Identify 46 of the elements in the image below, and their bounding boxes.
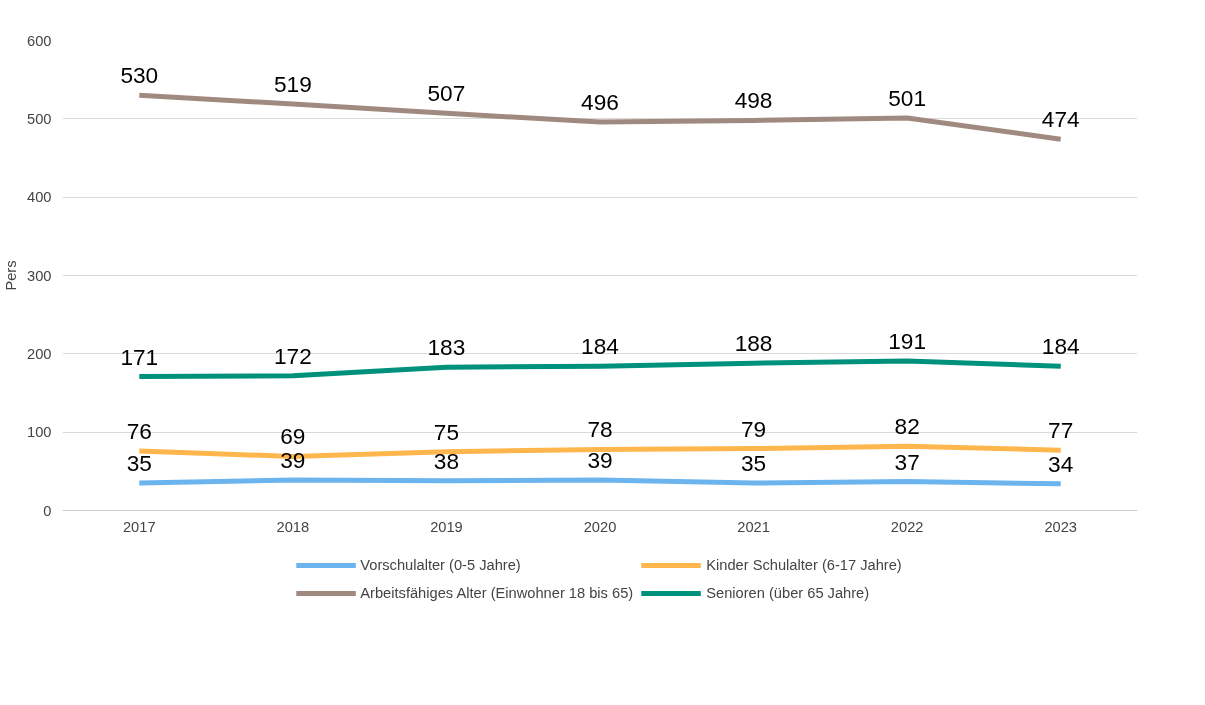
data-label: 75 bbox=[433, 418, 460, 445]
data-label: 34 bbox=[1048, 450, 1074, 477]
data-label: 188 bbox=[734, 330, 773, 357]
y-tick-label: 100 bbox=[27, 424, 52, 441]
x-tick-label: 2019 bbox=[430, 518, 463, 535]
y-tick-label: 500 bbox=[27, 110, 52, 127]
data-label: 37 bbox=[894, 448, 920, 475]
data-label: 519 bbox=[273, 70, 312, 97]
legend-label: Vorschulalter (0-5 Jahre) bbox=[360, 557, 521, 573]
x-tick-label: 2023 bbox=[1044, 518, 1078, 535]
data-label: 496 bbox=[581, 88, 619, 115]
data-label: 77 bbox=[1048, 417, 1074, 444]
data-label: 39 bbox=[587, 446, 613, 473]
data-label: 38 bbox=[433, 447, 460, 474]
legend-label: Kinder Schulalter (6-17 Jahre) bbox=[706, 557, 902, 573]
data-label: 76 bbox=[126, 417, 152, 444]
x-tick-label: 2017 bbox=[122, 518, 156, 535]
x-tick-label: 2020 bbox=[583, 518, 617, 535]
y-axis-title: Pers bbox=[3, 260, 20, 291]
data-label: 78 bbox=[587, 416, 613, 443]
y-tick-label: 400 bbox=[27, 189, 52, 206]
y-tick-label: 300 bbox=[27, 267, 52, 284]
data-label: 498 bbox=[734, 87, 773, 114]
data-label: 172 bbox=[273, 342, 312, 369]
x-tick-label: 2021 bbox=[737, 518, 770, 535]
data-label: 184 bbox=[581, 333, 619, 360]
y-tick-label: 200 bbox=[27, 345, 52, 362]
data-label: 507 bbox=[427, 80, 466, 107]
data-label: 171 bbox=[120, 343, 159, 370]
legend-label: Senioren (über 65 Jahre) bbox=[706, 585, 870, 601]
data-label: 35 bbox=[126, 450, 152, 477]
y-tick-label: 600 bbox=[27, 32, 52, 49]
data-label: 501 bbox=[888, 85, 927, 112]
data-label: 82 bbox=[894, 413, 920, 440]
data-label: 79 bbox=[740, 415, 767, 442]
data-label: 35 bbox=[740, 450, 767, 477]
data-label: 530 bbox=[120, 62, 159, 89]
data-label: 474 bbox=[1041, 106, 1080, 133]
data-label: 184 bbox=[1041, 333, 1080, 360]
y-tick-label: 0 bbox=[43, 502, 52, 519]
data-label: 183 bbox=[427, 334, 466, 361]
data-label: 69 bbox=[280, 423, 306, 450]
x-tick-label: 2022 bbox=[890, 518, 924, 535]
data-label: 191 bbox=[888, 327, 927, 354]
legend-label: Arbeitsfähiges Alter (Einwohner 18 bis 65) bbox=[360, 585, 634, 601]
x-tick-label: 2018 bbox=[276, 518, 310, 535]
